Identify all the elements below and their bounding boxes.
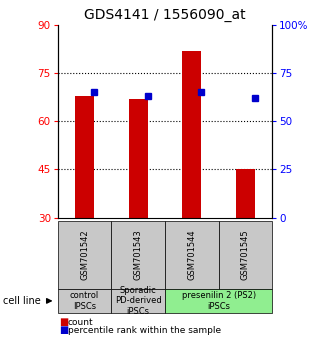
Title: GDS4141 / 1556090_at: GDS4141 / 1556090_at xyxy=(84,8,246,22)
Text: GSM701543: GSM701543 xyxy=(134,229,143,280)
Text: presenilin 2 (PS2)
iPSCs: presenilin 2 (PS2) iPSCs xyxy=(182,291,256,310)
Bar xyxy=(182,51,201,218)
Bar xyxy=(75,96,94,218)
Text: control
IPSCs: control IPSCs xyxy=(70,291,99,310)
Text: cell line: cell line xyxy=(3,296,41,306)
Text: GSM701542: GSM701542 xyxy=(80,229,89,280)
Text: ■: ■ xyxy=(59,317,68,327)
Text: count: count xyxy=(68,318,93,327)
Text: GSM701545: GSM701545 xyxy=(241,229,250,280)
Text: Sporadic
PD-derived
iPSCs: Sporadic PD-derived iPSCs xyxy=(115,286,162,316)
Text: ■: ■ xyxy=(59,325,68,335)
Bar xyxy=(129,99,148,218)
Bar xyxy=(236,170,255,218)
Text: percentile rank within the sample: percentile rank within the sample xyxy=(68,326,221,335)
Text: GSM701544: GSM701544 xyxy=(187,229,196,280)
